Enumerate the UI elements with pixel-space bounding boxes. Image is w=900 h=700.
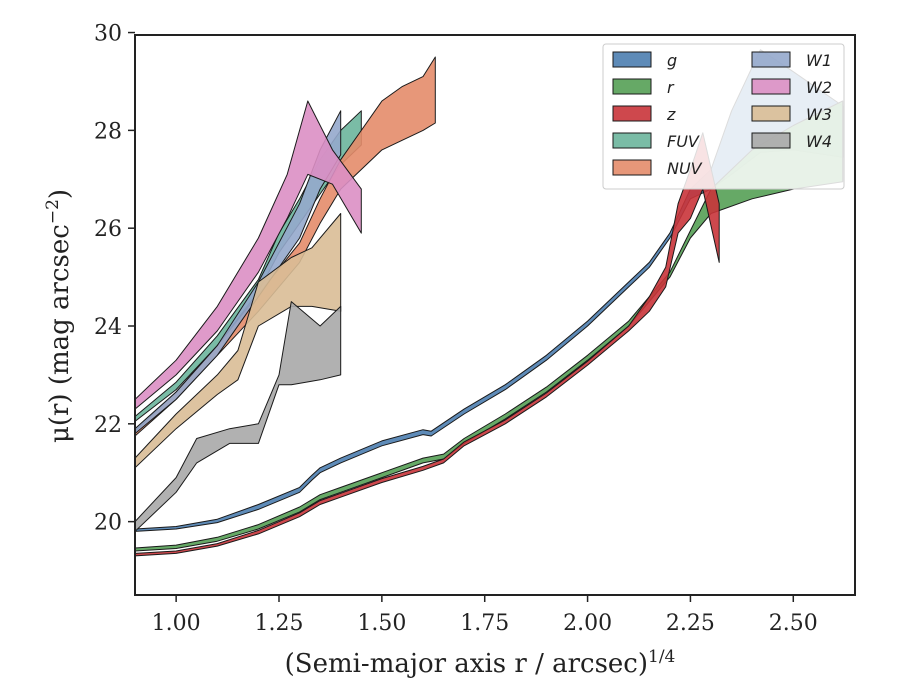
x-tick-label: 1.50	[357, 611, 406, 636]
y-tick-label: 24	[94, 315, 122, 340]
band-w4	[135, 301, 342, 532]
x-axis-label: (Semi-major axis r / arcsec)1/4	[285, 647, 676, 679]
legend-label-w1: W1	[806, 51, 832, 70]
y-tick-label: 26	[94, 217, 122, 242]
x-tick-label: 1.75	[460, 611, 509, 636]
band-w1	[135, 110, 342, 435]
x-tick-label: 2.50	[769, 611, 818, 636]
legend-swatch-w4	[751, 132, 791, 149]
y-tick-label: 28	[94, 119, 122, 144]
y-tick-label: 30	[94, 22, 122, 47]
legend-label-nuv: NUV	[667, 159, 703, 178]
legend-swatch-g	[612, 51, 652, 68]
band-w3	[135, 213, 342, 469]
plot-frame	[134, 34, 856, 596]
x-tick-label: 2.25	[666, 611, 715, 636]
legend-label-z: z	[666, 105, 676, 124]
legend-label-fuv: FUV	[667, 132, 700, 151]
band-z	[135, 132, 720, 557]
legend-label-w4: W4	[806, 132, 832, 151]
y-axis-label: μ(r) (mag arcsec−2)	[43, 189, 75, 443]
y-tick-label: 22	[94, 413, 122, 438]
legend-swatch-r	[612, 78, 652, 95]
legend-label-w3: W3	[806, 105, 832, 124]
band-w2	[135, 100, 362, 410]
legend-swatch-z	[612, 105, 652, 122]
legend-swatch-fuv	[612, 132, 652, 149]
x-tick-label: 1.25	[255, 611, 304, 636]
legend-label-r: r	[667, 78, 675, 97]
legend-swatch-w1	[751, 51, 791, 68]
legend-swatch-w2	[751, 78, 791, 95]
legend-swatch-nuv	[612, 159, 652, 176]
x-tick-label: 1.00	[152, 611, 201, 636]
legend-label-g: g	[667, 51, 677, 70]
legend-swatch-w3	[751, 105, 791, 122]
axes	[134, 34, 856, 596]
x-tick-label: 2.00	[563, 611, 612, 636]
ticks: 1.00 1.25 1.50 1.75 2.00 2.25 2.50 20 22 24 26 28 30	[94, 22, 818, 636]
legend-label-w2: W2	[806, 78, 832, 97]
legend: grz FUV NUV W1 W2 W3 W4	[602, 43, 845, 190]
y-tick-label: 20	[94, 511, 122, 536]
